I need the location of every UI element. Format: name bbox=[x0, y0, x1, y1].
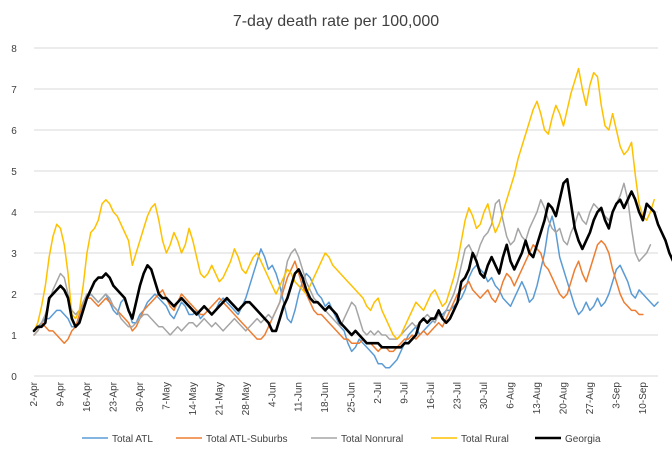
x-tick-label: 2-Jul bbox=[373, 382, 384, 404]
x-axis-ticks: 2-Apr 9-Apr 16-Apr 23-Apr 30-Apr 7-May 14-May 2… bbox=[29, 381, 649, 415]
x-tick-label: 2-Apr bbox=[29, 381, 40, 406]
y-tick-label: 3 bbox=[11, 249, 17, 260]
x-tick-label: 9-Jul bbox=[400, 382, 411, 404]
x-tick-label: 30-Apr bbox=[135, 381, 146, 412]
x-tick-label: 14-May bbox=[188, 382, 199, 415]
series-line-georgia bbox=[32, 177, 672, 349]
x-tick-label: 27-Aug bbox=[585, 382, 596, 414]
y-tick-label: 2 bbox=[11, 290, 17, 301]
x-tick-label: 4-Jun bbox=[267, 382, 278, 407]
x-tick-label: 11-Jun bbox=[294, 382, 305, 412]
x-tick-label: 3-Sep bbox=[611, 382, 622, 409]
y-tick-label: 4 bbox=[11, 208, 17, 219]
legend-label-georgia: Georgia bbox=[565, 434, 601, 445]
y-tick-label: 7 bbox=[11, 85, 17, 96]
x-tick-label: 13-Aug bbox=[532, 382, 543, 414]
x-tick-label: 7-May bbox=[161, 382, 172, 410]
chart-title: 7-day death rate per 100,000 bbox=[233, 13, 439, 30]
legend-label-total-atl: Total ATL bbox=[112, 434, 153, 445]
x-tick-label: 28-May bbox=[241, 382, 252, 415]
x-tick-label: 30-Jul bbox=[479, 382, 490, 409]
x-tick-label: 25-Jun bbox=[347, 382, 358, 413]
y-tick-label: 6 bbox=[11, 126, 17, 137]
x-tick-label: 20-Aug bbox=[558, 382, 569, 414]
series-line-total-nonrural bbox=[33, 182, 652, 340]
x-tick-label: 18-Jun bbox=[320, 382, 331, 413]
series-line-total-rural bbox=[33, 67, 655, 340]
x-tick-label: 6-Aug bbox=[506, 382, 517, 409]
x-tick-label: 21-May bbox=[214, 382, 225, 415]
legend: Total ATL Total ATL-Suburbs Total Nonrural… bbox=[82, 434, 601, 445]
x-tick-label: 10-Sep bbox=[638, 382, 649, 415]
series-lines bbox=[32, 67, 672, 369]
series-line-total-atl bbox=[33, 215, 659, 369]
y-tick-label: 5 bbox=[11, 167, 17, 178]
x-tick-label: 9-Apr bbox=[55, 381, 66, 406]
y-tick-label: 0 bbox=[11, 372, 17, 383]
series-line-total-atl-suburbs bbox=[33, 239, 644, 353]
x-tick-label: 16-Jul bbox=[426, 382, 437, 409]
x-tick-label: 16-Apr bbox=[82, 381, 93, 412]
y-axis-ticks: 0 1 2 3 4 5 6 7 8 bbox=[11, 44, 17, 383]
legend-label-total-rural: Total Rural bbox=[461, 434, 509, 445]
x-tick-label: 23-Jul bbox=[453, 382, 464, 409]
y-tick-label: 8 bbox=[11, 44, 17, 55]
x-tick-label: 23-Apr bbox=[108, 381, 119, 412]
legend-label-total-atl-suburbs: Total ATL-Suburbs bbox=[206, 434, 288, 445]
y-tick-label: 1 bbox=[11, 331, 17, 342]
legend-label-total-nonrural: Total Nonrural bbox=[341, 434, 403, 445]
